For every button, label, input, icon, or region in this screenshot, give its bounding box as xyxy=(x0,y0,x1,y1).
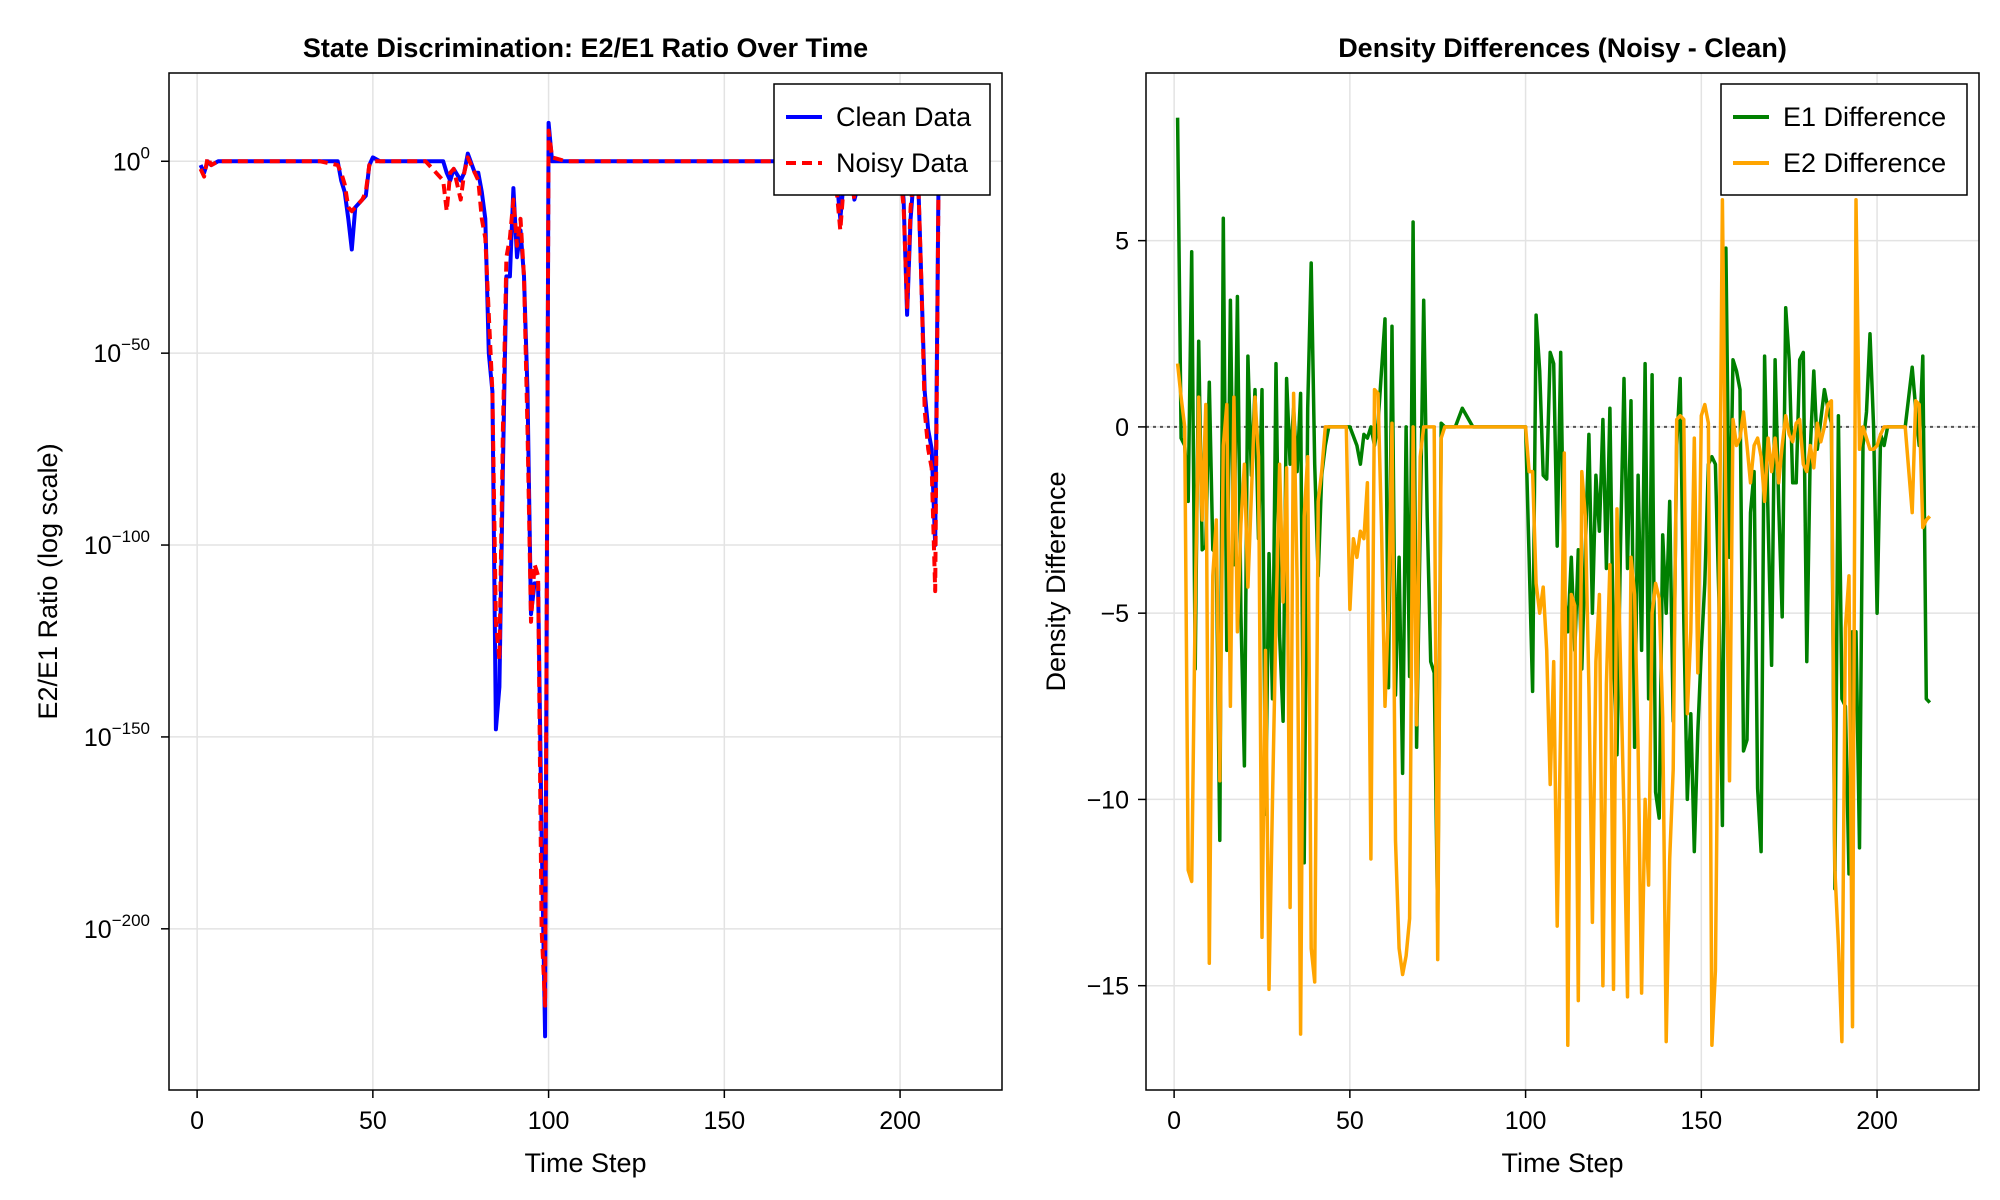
legend-label-noisy: Noisy Data xyxy=(836,148,969,178)
density-chart-y-ticks: 5 0 −5 −10 −15 xyxy=(1087,228,1146,1001)
y-tick-label: 100 xyxy=(113,143,150,176)
y-tick-label: 5 xyxy=(1115,228,1129,256)
y-tick-label: −10 xyxy=(1087,786,1129,814)
x-tick-label: 50 xyxy=(359,1107,387,1135)
density-chart-frame xyxy=(1145,72,1980,1091)
y-tick-label: −15 xyxy=(1087,973,1129,1001)
ratio-chart-title: State Discrimination: E2/E1 Ratio Over T… xyxy=(303,33,868,63)
legend-label-e1: E1 Difference xyxy=(1783,102,1946,132)
x-tick-label: 150 xyxy=(703,1107,745,1135)
legend-label-clean: Clean Data xyxy=(836,102,972,132)
ratio-chart-x-axis-label: Time Step xyxy=(524,1148,646,1178)
ratio-chart-frame xyxy=(168,72,1003,1091)
y-tick-exponent: −200 xyxy=(112,911,150,930)
y-tick-exponent: −150 xyxy=(112,719,150,738)
e2-difference-line xyxy=(1175,197,1932,1048)
y-tick-exponent: −100 xyxy=(112,527,150,546)
y-tick-exponent: −50 xyxy=(121,335,150,354)
density-chart-x-ticks: 0 50 100 150 200 xyxy=(1167,1090,1898,1135)
y-tick-base: 10 xyxy=(93,340,121,368)
density-chart-series xyxy=(1146,117,1979,1048)
y-tick-base: 10 xyxy=(84,916,112,944)
y-tick-label: −5 xyxy=(1100,600,1129,628)
y-tick-base: 10 xyxy=(84,724,112,752)
legend-label-e2: E2 Difference xyxy=(1783,148,1946,178)
y-tick-base: 10 xyxy=(113,148,141,176)
ratio-chart-x-ticks: 0 50 100 150 200 xyxy=(190,1090,921,1135)
legend-box xyxy=(1720,83,1968,196)
density-chart-legend: E1 Difference E2 Difference xyxy=(1720,83,1968,196)
y-tick-label: 0 xyxy=(1115,414,1129,442)
legend-box xyxy=(773,83,991,196)
density-chart-title: Density Differences (Noisy - Clean) xyxy=(1338,33,1787,63)
x-tick-label: 200 xyxy=(1856,1107,1898,1135)
x-tick-label: 200 xyxy=(879,1107,921,1135)
ratio-chart: 0 50 100 150 200 10010−5010−10010−15010−200 … xyxy=(33,33,1003,1178)
density-chart: 0 50 100 150 200 50−5−10−15 Density Differen… xyxy=(1041,33,1980,1178)
y-tick-exponent: 0 xyxy=(141,143,150,162)
y-tick-label: 10−50 xyxy=(93,335,150,368)
y-tick-label: 10−100 xyxy=(84,527,150,560)
ratio-chart-legend: Clean Data Noisy Data xyxy=(773,83,991,196)
y-tick-base: 10 xyxy=(84,532,112,560)
density-chart-y-axis-label: Density Difference xyxy=(1041,471,1071,691)
x-tick-label: 50 xyxy=(1336,1107,1364,1135)
ratio-chart-y-axis-label: E2/E1 Ratio (log scale) xyxy=(33,443,63,719)
density-chart-x-axis-label: Time Step xyxy=(1501,1148,1623,1178)
x-tick-label: 100 xyxy=(528,1107,570,1135)
x-tick-label: 0 xyxy=(190,1107,204,1135)
x-tick-label: 100 xyxy=(1505,1107,1547,1135)
x-tick-label: 0 xyxy=(1167,1107,1181,1135)
y-tick-label: 10−150 xyxy=(84,719,150,752)
x-tick-label: 150 xyxy=(1680,1107,1722,1135)
y-tick-label: 10−200 xyxy=(84,911,150,944)
